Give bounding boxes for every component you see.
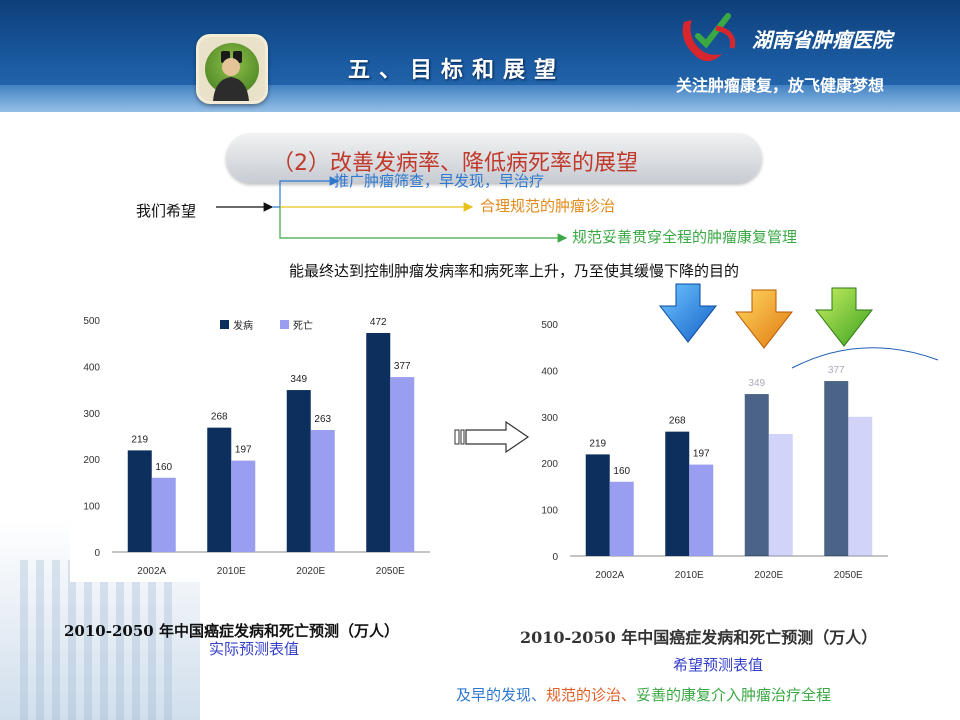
wish-label: 我们希望 bbox=[136, 202, 197, 220]
x-tick-label: 2010E bbox=[675, 570, 704, 581]
bar-mortality bbox=[768, 433, 793, 556]
bar-value-label: 268 bbox=[669, 416, 686, 427]
bar-value-label: 219 bbox=[131, 434, 148, 445]
y-tick-label: 200 bbox=[83, 455, 100, 466]
y-tick-label: 300 bbox=[541, 413, 558, 424]
bar-incidence bbox=[127, 450, 152, 552]
section-title: 五、目标和展望 bbox=[348, 57, 566, 83]
bar-incidence bbox=[744, 394, 769, 556]
bar-value-label: 219 bbox=[589, 438, 606, 449]
bar-value-label: 349 bbox=[748, 378, 765, 389]
y-tick-label: 0 bbox=[552, 552, 558, 563]
wish-item-screening: 推广肿瘤筛查，早发现，早治疗 bbox=[334, 172, 545, 190]
hospital-slogan: 关注肿瘤康复，放飞健康梦想 bbox=[676, 76, 885, 95]
legend-swatch bbox=[220, 320, 229, 329]
bar-incidence bbox=[286, 390, 311, 552]
bar-mortality bbox=[390, 377, 415, 552]
left-chart-subtitle: 实际预测表值 bbox=[209, 640, 300, 658]
bar-incidence bbox=[824, 381, 849, 556]
actual-forecast-chart: 0 100 200 300 400 500 2002A 219 160 2010E 268 197 20… bbox=[70, 306, 450, 582]
slide-subtitle: （2）改善发病率、降低病死率的展望 bbox=[272, 151, 638, 176]
y-tick-label: 100 bbox=[541, 506, 558, 517]
bar-incidence bbox=[665, 431, 690, 556]
y-tick-label: 0 bbox=[94, 548, 100, 559]
bar-mortality bbox=[231, 460, 256, 552]
bar-mortality bbox=[151, 477, 176, 552]
left-chart-title: 2010-2050 年中国癌症发病和死亡预测（万人） bbox=[64, 622, 399, 640]
wish-item-rehab: 规范妥善贯穿全程的肿瘤康复管理 bbox=[572, 228, 798, 246]
binoculars-avatar-icon bbox=[196, 34, 268, 104]
footer-line: 及早的发现、规范的诊治、妥善的康复介入肿瘤治疗全程 bbox=[456, 684, 831, 705]
bar-value-label: 377 bbox=[394, 361, 411, 372]
right-arrow-icon bbox=[454, 421, 530, 454]
bar-value-label: 268 bbox=[211, 412, 228, 423]
down-arrow-green-icon bbox=[814, 287, 874, 347]
x-tick-label: 2002A bbox=[595, 570, 624, 581]
wish-connectors bbox=[216, 176, 568, 243]
right-chart-subtitle: 希望预测表值 bbox=[673, 656, 764, 674]
bar-mortality bbox=[310, 429, 335, 552]
y-tick-label: 500 bbox=[83, 316, 100, 327]
footer-part-standard: 规范的诊治、 bbox=[546, 686, 637, 704]
legend-label: 死亡 bbox=[293, 319, 313, 332]
conclusion-text: 能最终达到控制肿瘤发病率和病死率上升，乃至使其缓慢下降的目的 bbox=[289, 262, 740, 280]
bar-value-label: 197 bbox=[693, 449, 710, 460]
bar-mortality bbox=[689, 464, 714, 556]
legend-swatch bbox=[280, 320, 289, 329]
x-tick-label: 2002A bbox=[137, 566, 166, 577]
bar-value-label: 472 bbox=[370, 317, 387, 328]
footer-part-early: 及早的发现、 bbox=[456, 686, 547, 704]
y-tick-label: 500 bbox=[541, 320, 558, 331]
bar-value-label: 377 bbox=[828, 365, 845, 376]
right-chart-title: 2010-2050 年中国癌症发病和死亡预测（万人） bbox=[520, 628, 878, 647]
hospital-name: 湖南省肿瘤医院 bbox=[752, 28, 892, 52]
bar-value-label: 160 bbox=[613, 466, 630, 477]
y-tick-label: 400 bbox=[83, 362, 100, 373]
bar-incidence bbox=[585, 454, 610, 556]
x-tick-label: 2020E bbox=[754, 570, 783, 581]
x-tick-label: 2050E bbox=[834, 570, 863, 581]
legend-label: 发病 bbox=[233, 319, 253, 332]
subtitle-pill bbox=[226, 133, 762, 183]
bar-value-label: 160 bbox=[155, 462, 172, 473]
hospital-logo-icon bbox=[682, 13, 736, 62]
footer-part-rehab: 妥善的康复介入肿瘤治疗全程 bbox=[636, 686, 832, 704]
y-tick-label: 400 bbox=[541, 366, 558, 377]
x-tick-label: 2050E bbox=[376, 566, 405, 577]
header-sheen bbox=[0, 85, 960, 112]
wish-item-treatment: 合理规范的肿瘤诊治 bbox=[480, 197, 616, 215]
down-arrow-blue-icon bbox=[658, 283, 718, 343]
bar-value-label: 349 bbox=[290, 374, 307, 385]
bar-incidence bbox=[366, 332, 391, 552]
down-arrows-group bbox=[658, 283, 939, 369]
y-tick-label: 200 bbox=[541, 459, 558, 470]
y-tick-label: 100 bbox=[83, 502, 100, 513]
background-building-windows bbox=[20, 560, 180, 720]
hoped-forecast-chart: 0 100 200 300 400 500 2002A 219 160 2010E 268 197 20… bbox=[528, 310, 908, 586]
x-tick-label: 2010E bbox=[217, 566, 246, 577]
down-arrow-orange-icon bbox=[734, 289, 794, 349]
bar-value-label: 263 bbox=[314, 414, 331, 425]
bar-mortality bbox=[609, 481, 634, 556]
bar-incidence bbox=[207, 427, 232, 552]
x-tick-label: 2020E bbox=[296, 566, 325, 577]
bar-value-label: 197 bbox=[235, 445, 252, 456]
bar-mortality bbox=[848, 416, 873, 556]
y-tick-label: 300 bbox=[83, 409, 100, 420]
